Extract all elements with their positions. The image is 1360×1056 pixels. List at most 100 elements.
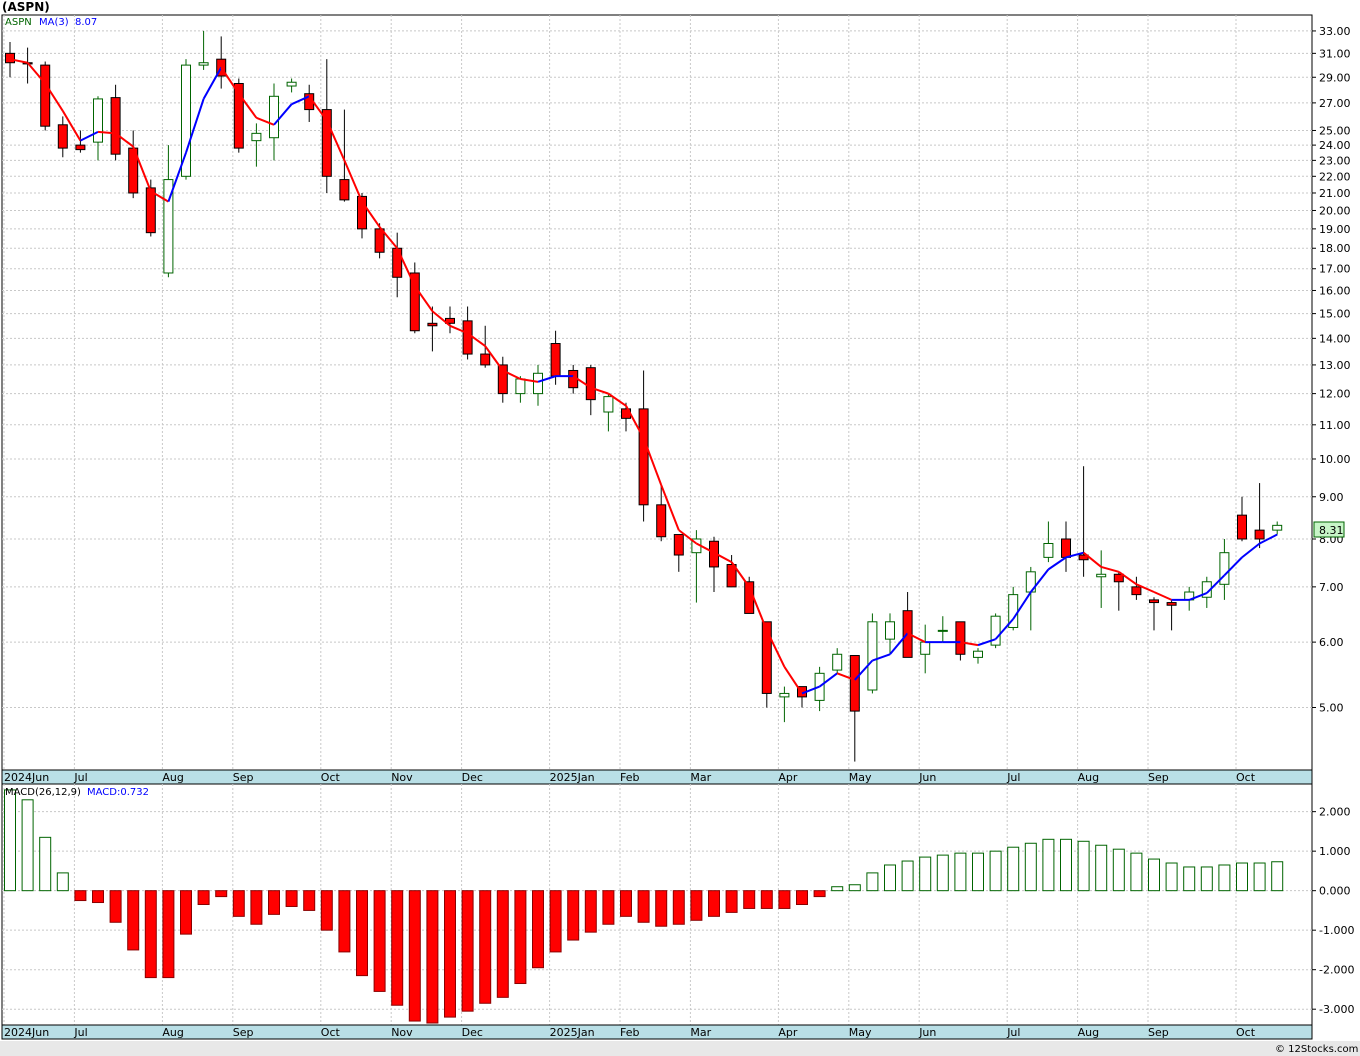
macd-bar — [268, 890, 280, 915]
macd-bar — [584, 890, 597, 933]
candle-body — [198, 62, 209, 66]
ma-segment — [572, 375, 592, 389]
macd-bar — [725, 890, 738, 913]
candle-body — [374, 228, 385, 253]
macd-bar — [4, 789, 16, 892]
macd-bar — [901, 860, 914, 892]
candle — [867, 613, 878, 694]
ma-segment — [748, 586, 768, 631]
candle-body — [726, 564, 737, 588]
price-tick-label: 11.00 — [1319, 419, 1351, 432]
ma-segment — [220, 66, 240, 95]
macd-bar — [109, 890, 122, 923]
candle — [1272, 521, 1283, 535]
ma-segment — [1100, 565, 1120, 573]
macd-bar — [144, 890, 157, 979]
macd-bar — [338, 890, 351, 953]
ma-segment — [308, 95, 328, 122]
candle — [726, 555, 737, 588]
candle-body — [867, 621, 878, 691]
macd-tick-label: -2.000 — [1319, 964, 1354, 977]
ma-segment — [1082, 551, 1102, 568]
macd-bar — [496, 890, 509, 998]
macd-bar — [567, 890, 580, 941]
date-label: May — [849, 1026, 872, 1039]
candle-body — [145, 187, 156, 234]
moving-average-line — [9, 58, 1278, 695]
candle-body — [462, 320, 473, 355]
macd-bar — [972, 852, 984, 892]
macd-tick-label: -3.000 — [1319, 1003, 1354, 1016]
price-tick-label: 6.00 — [1319, 636, 1344, 649]
date-axis-bar-lower — [1, 1024, 1313, 1040]
macd-bar — [180, 890, 192, 935]
macd-bar — [461, 890, 474, 1012]
ma-segment — [237, 93, 258, 119]
macd-bar — [1130, 852, 1143, 892]
macd-bar — [92, 890, 104, 904]
date-label: Sep — [1148, 771, 1169, 784]
macd-bar — [848, 884, 861, 892]
candle-body — [973, 650, 983, 658]
ma-segment — [1223, 556, 1243, 576]
macd-bar — [637, 890, 650, 923]
candle — [497, 356, 508, 403]
macd-bar — [672, 890, 685, 925]
macd-bar — [162, 890, 175, 979]
macd-bar — [426, 890, 439, 1024]
ma-segment — [61, 110, 82, 142]
ma-segment — [537, 375, 556, 383]
macd-bar — [919, 856, 932, 892]
macd-bar — [56, 872, 69, 892]
date-label: Sep — [233, 1026, 254, 1039]
ma-segment — [361, 201, 381, 228]
candle — [251, 123, 262, 167]
candle-body — [1043, 542, 1054, 558]
candle-body — [40, 64, 51, 127]
ma-segment — [273, 103, 293, 126]
ma-segment — [889, 632, 909, 655]
candle-body — [1219, 552, 1230, 585]
ma-segment — [660, 484, 680, 531]
candle-body — [233, 82, 244, 149]
candle-body — [550, 343, 561, 377]
ma-segment — [291, 95, 310, 106]
ma-segment — [378, 226, 398, 249]
date-label: Dec — [462, 771, 483, 784]
ma-segment — [836, 672, 856, 681]
ma-segment — [79, 131, 99, 142]
date-label: Jun — [918, 1026, 936, 1039]
candle-body — [1061, 538, 1071, 558]
candle-body — [849, 655, 860, 712]
last-price-badge: 8.31 — [1313, 521, 1345, 538]
date-label: Jul — [73, 1026, 87, 1039]
ma-segment — [114, 132, 134, 148]
date-label: 2025Jan — [550, 771, 595, 784]
price-tick-label: 12.00 — [1319, 388, 1351, 401]
candle — [937, 616, 948, 643]
date-label: Jun — [918, 771, 936, 784]
candle — [1254, 483, 1265, 549]
candle-body — [533, 372, 543, 395]
price-tick-label: 22.00 — [1319, 170, 1351, 183]
ma-segment — [642, 437, 663, 486]
candle-body — [357, 195, 367, 230]
date-label: Nov — [391, 1026, 413, 1039]
price-panel — [1, 14, 1313, 771]
date-label: Mar — [690, 1026, 711, 1039]
ma-segment — [607, 392, 627, 407]
legend-ma-value: 8.07 — [75, 17, 97, 28]
macd-axis: 2.000 1.000 0.000 -1.000 -2.000 -3.000 — [1312, 806, 1354, 1016]
candle-body — [286, 81, 297, 87]
price-tick-label: 19.00 — [1319, 223, 1351, 236]
macd-bar — [743, 890, 756, 909]
candle — [533, 364, 543, 406]
macd-bar — [391, 890, 404, 1006]
candle-body — [1149, 599, 1159, 604]
price-tick-label: 16.00 — [1319, 284, 1351, 297]
date-label: Sep — [1148, 1026, 1169, 1039]
candle-body — [1113, 573, 1124, 583]
candle — [990, 613, 1001, 649]
footer-credit: © 12Stocks.com — [1275, 1044, 1358, 1055]
price-axis: 33.00 31.00 29.00 27.00 25.00 24.00 23.00 22.00… — [1312, 25, 1351, 714]
